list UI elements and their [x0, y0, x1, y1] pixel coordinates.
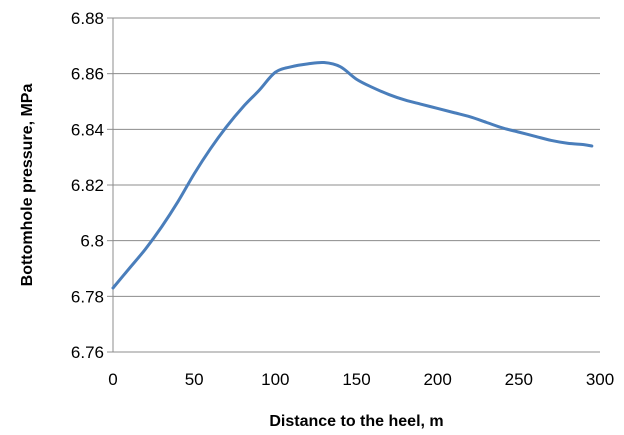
y-tick-label: 6.82 [71, 176, 104, 195]
y-tick-label: 6.76 [71, 343, 104, 362]
series-line-0 [111, 60, 594, 290]
y-tick-label: 6.8 [80, 232, 104, 251]
y-axis-title: Bottomhole pressure, MPa [19, 84, 36, 287]
y-tick-label: 6.78 [71, 287, 104, 306]
x-tick-label: 100 [261, 370, 289, 389]
x-tick-label: 150 [342, 370, 370, 389]
x-tick-label: 50 [185, 370, 204, 389]
series-layer [111, 60, 594, 290]
x-tick-label: 250 [505, 370, 533, 389]
y-tick-label: 6.86 [71, 65, 104, 84]
y-tick-label: 6.84 [71, 120, 104, 139]
x-tick-label: 0 [108, 370, 117, 389]
grid-lines [113, 17, 600, 353]
x-tick-label: 300 [586, 370, 614, 389]
tick-labels: 6.76 6.78 6.8 6.82 6.84 6.86 6.88 0 50 100 150 200 2… [71, 9, 614, 389]
axes [107, 17, 114, 353]
x-tick-label: 200 [423, 370, 451, 389]
x-axis-title: Distance to the heel, m [269, 413, 443, 430]
y-tick-label: 6.88 [71, 9, 104, 28]
